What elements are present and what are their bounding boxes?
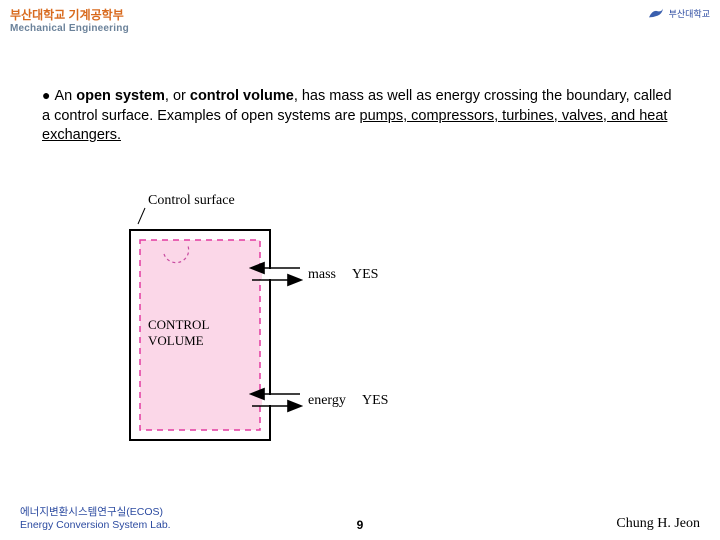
header: 부산대학교 기계공학부 Mechanical Engineering 부산대학교 — [10, 6, 710, 34]
para-pre: An — [54, 88, 76, 104]
para-mid-1: , or — [165, 88, 190, 104]
footer-lab: 에너지변환시스템연구실(ECOS) Energy Conversion Syst… — [20, 506, 171, 532]
university-english: Mechanical Engineering — [10, 23, 129, 34]
svg-text:YES: YES — [362, 393, 388, 408]
university-korean: 부산대학교 기계공학부 — [10, 6, 129, 23]
svg-text:YES: YES — [352, 267, 378, 282]
logo-text: 부산대학교 — [669, 7, 710, 20]
page-number: 9 — [357, 518, 364, 532]
diagram-svg: Control surface CONTROLVOLUME mass YES energ… — [120, 190, 420, 460]
control-volume-diagram: Control surface CONTROLVOLUME mass YES energ… — [120, 190, 420, 460]
bird-icon — [647, 6, 665, 20]
svg-text:Control surface: Control surface — [148, 193, 235, 208]
lab-english: Energy Conversion System Lab. — [20, 519, 171, 532]
body-paragraph: ●An open system, or control volume, has … — [42, 86, 678, 146]
university-logo: 부산대학교 — [647, 6, 710, 20]
svg-text:VOLUME: VOLUME — [148, 333, 204, 348]
svg-text:mass: mass — [308, 267, 336, 282]
author-name: Chung H. Jeon — [616, 516, 700, 532]
para-bold-2: control volume — [190, 88, 294, 104]
lab-korean: 에너지변환시스템연구실(ECOS) — [20, 506, 171, 519]
para-bold-1: open system — [76, 88, 165, 104]
header-left: 부산대학교 기계공학부 Mechanical Engineering — [10, 6, 129, 34]
footer: 에너지변환시스템연구실(ECOS) Energy Conversion Syst… — [20, 506, 700, 532]
svg-text:energy: energy — [308, 393, 346, 408]
bullet-icon: ● — [42, 87, 50, 103]
slide-page: 부산대학교 기계공학부 Mechanical Engineering 부산대학교… — [0, 0, 720, 540]
svg-text:CONTROL: CONTROL — [148, 317, 209, 332]
